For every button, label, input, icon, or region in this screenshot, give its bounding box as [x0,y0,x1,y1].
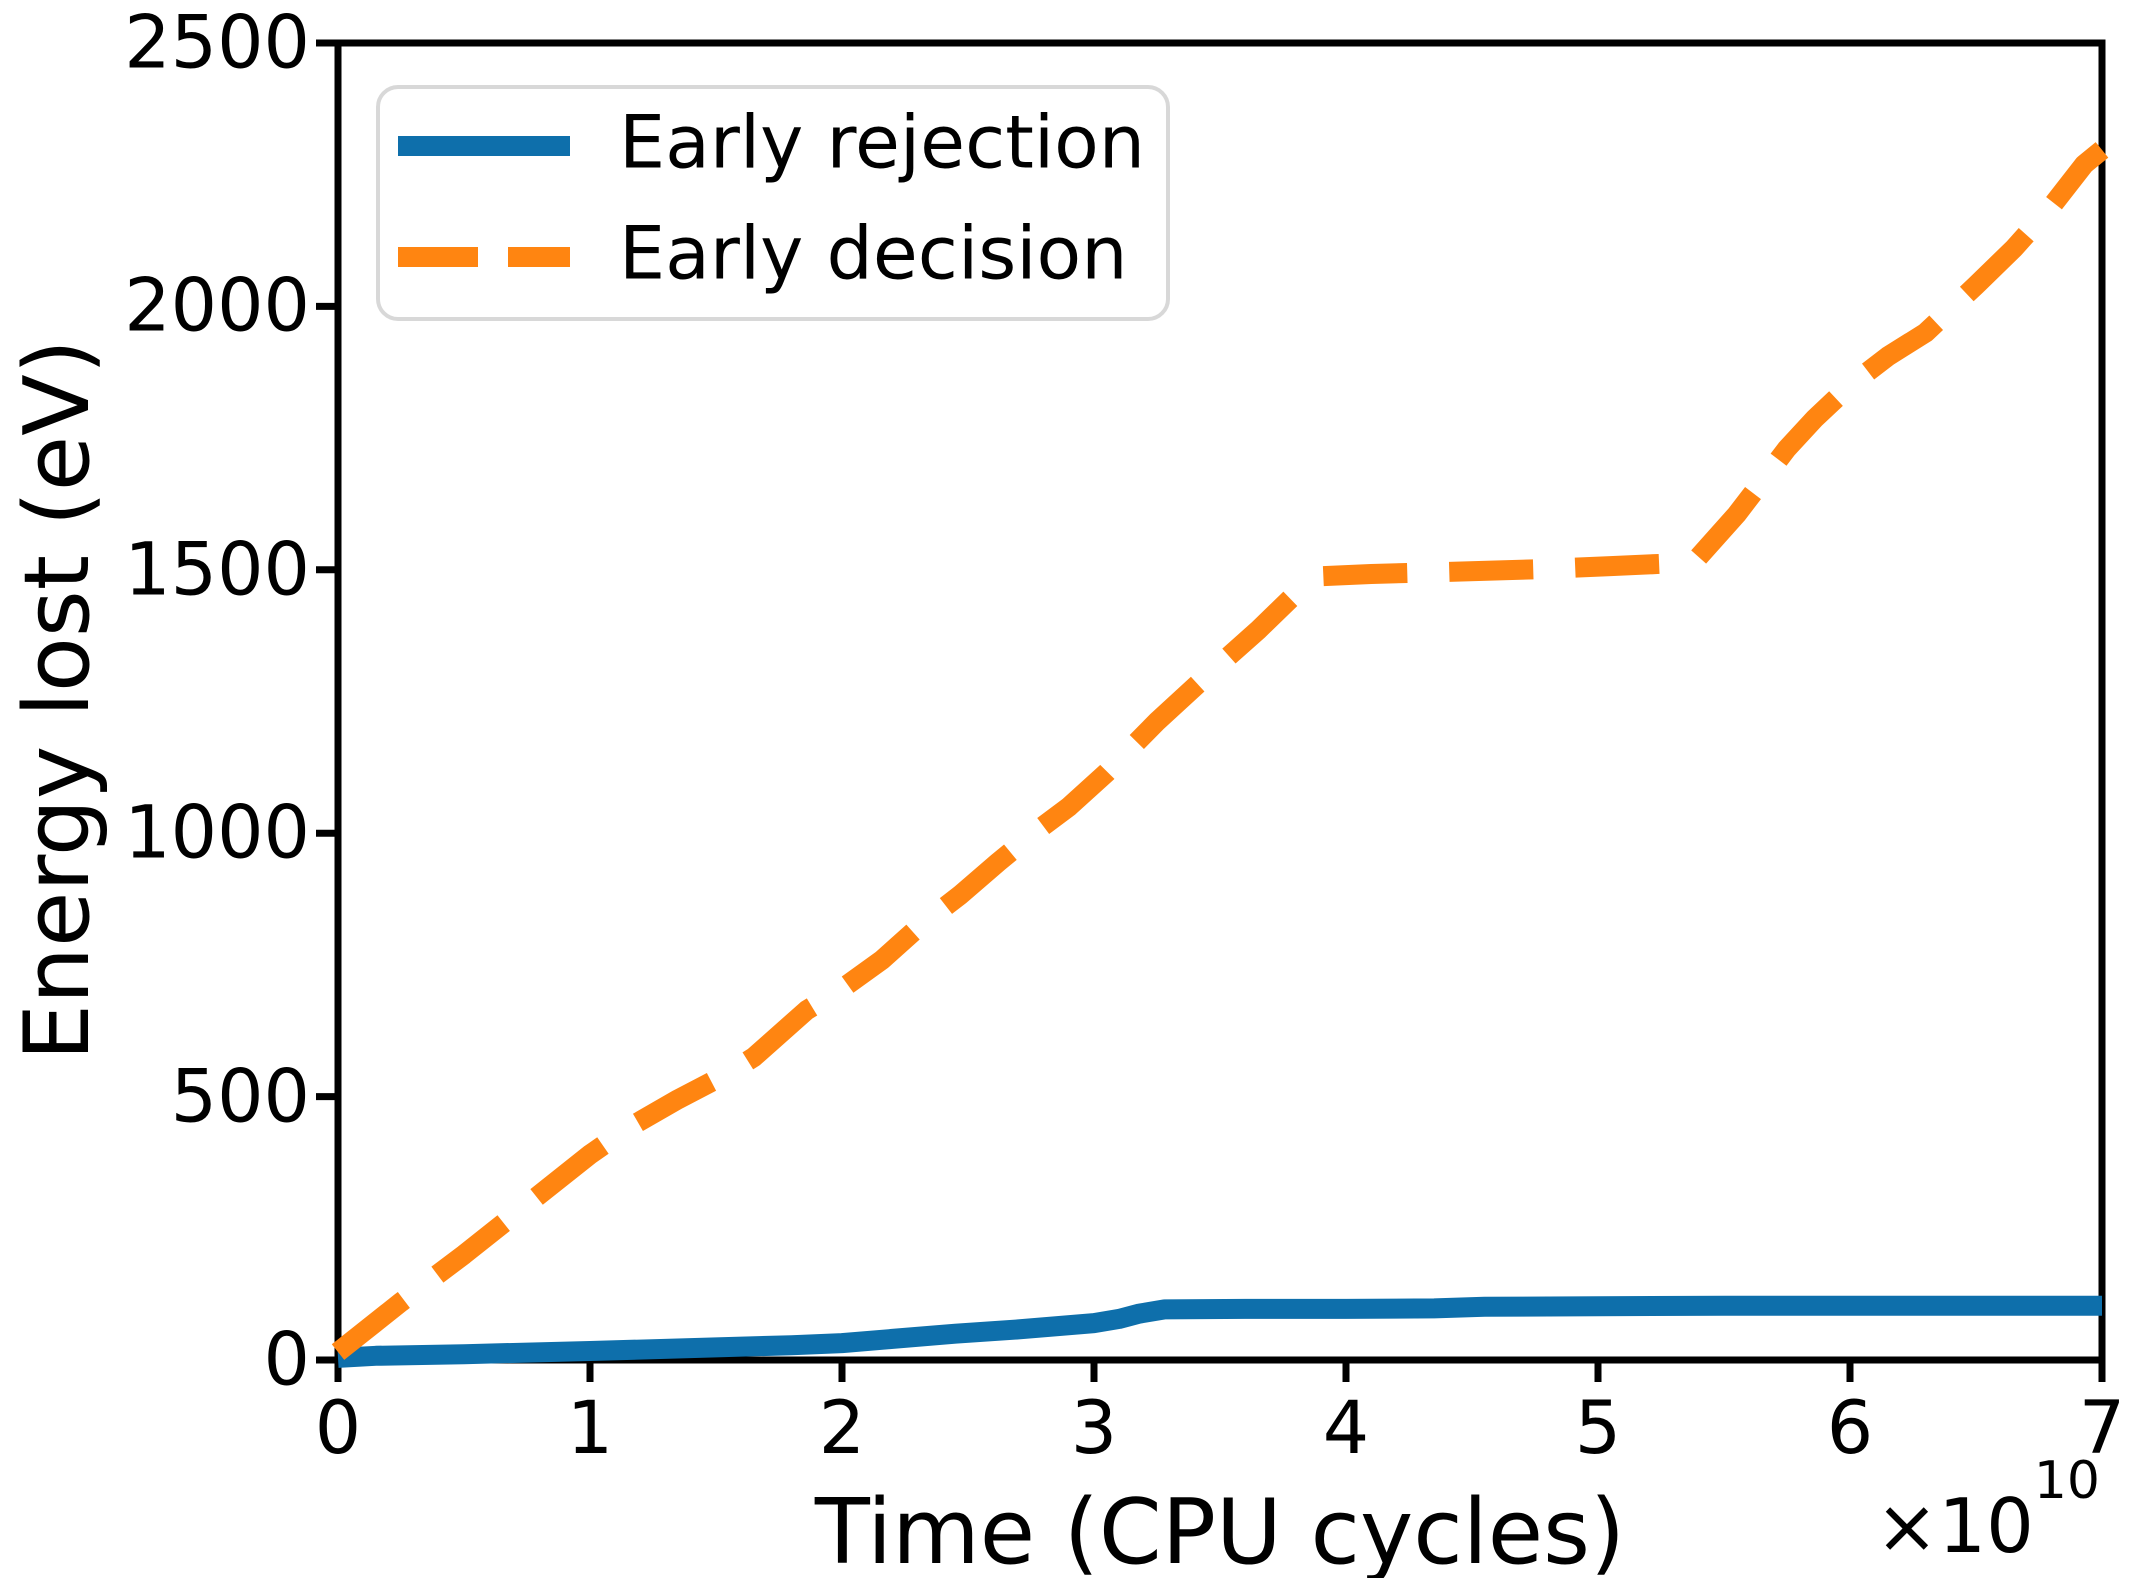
y-tick-label: 2000 [124,263,310,349]
x-tick-label: 0 [314,1386,362,1471]
x-tick-label: 1 [566,1386,614,1471]
offset-base: ×10 [1875,1482,2034,1570]
y-tick-label: 500 [170,1054,310,1140]
series-line-early-rejection [337,1295,2102,1368]
x-tick-label: 5 [1574,1386,1622,1471]
legend-line-sample-dashed [398,247,570,267]
legend-line-sample-solid [398,136,570,156]
y-axis-label: Energy lost (eV) [5,339,110,1061]
x-tick-label: 4 [1322,1386,1370,1471]
y-tick-label: 0 [263,1317,310,1403]
x-tick-label: 2 [818,1386,866,1471]
x-tick-label: 7 [2078,1386,2126,1471]
x-tick-label: 3 [1070,1386,1118,1471]
x-axis-offset-text: ×1010 [1876,1455,2100,1564]
x-tick-label: 6 [1826,1386,1874,1471]
legend-label-early-rejection: Early rejection [619,100,1146,186]
y-tick-label: 1500 [124,527,310,613]
legend: Early rejection Early decision [376,85,1170,321]
x-axis-label: Time (CPU cycles) [814,1480,1626,1578]
y-tick-label: 1000 [124,790,310,876]
offset-exponent: 10 [2033,1451,2100,1511]
legend-label-early-decision: Early decision [619,211,1128,297]
series-line-early-decision [331,142,2109,1360]
axes-spines [334,39,2106,1364]
y-tick-label: 2500 [124,0,310,86]
